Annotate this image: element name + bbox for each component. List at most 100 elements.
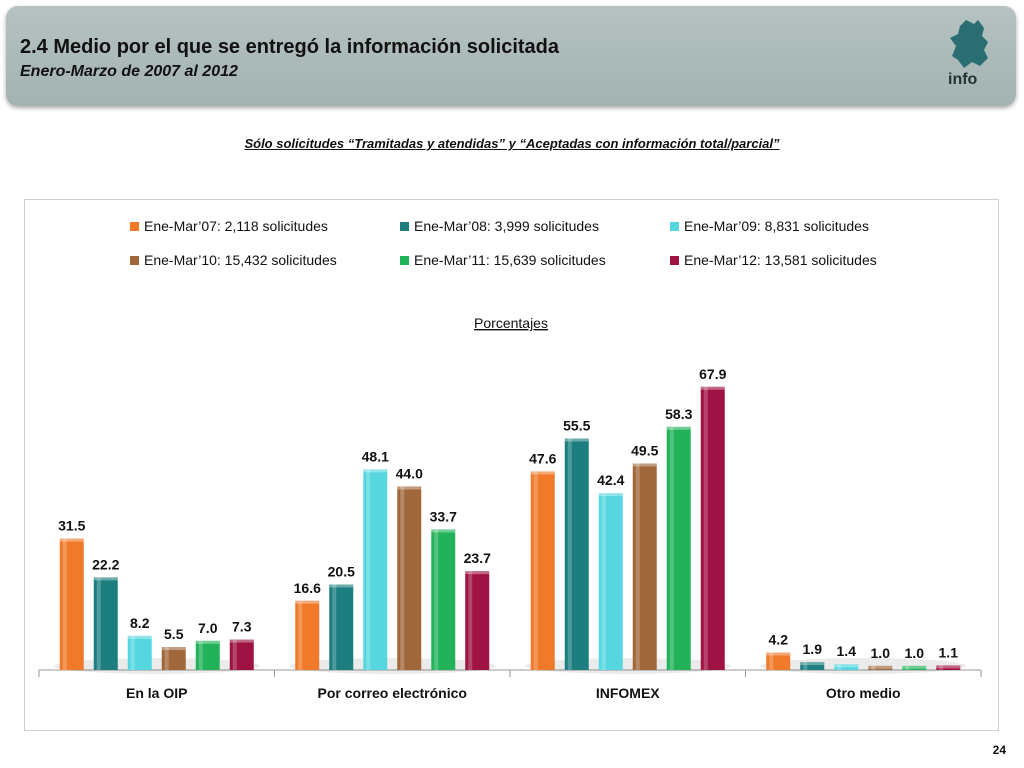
data-label: 5.5 — [164, 626, 184, 642]
data-label: 42.4 — [597, 472, 624, 488]
data-label: 4.2 — [769, 631, 789, 647]
bar-top — [868, 665, 893, 669]
bar-highlight — [939, 665, 944, 670]
bar — [93, 577, 118, 670]
bar-highlight — [567, 438, 572, 670]
legend-label: Ene-Mar’08: 3,999 solicitudes — [414, 218, 599, 234]
bar-highlight — [434, 529, 439, 670]
bar — [564, 438, 589, 670]
category-label: En la OIP — [126, 685, 187, 701]
legend-label: Ene-Mar’12: 13,581 solicitudes — [684, 252, 877, 268]
data-label: 1.9 — [803, 641, 823, 657]
bar — [161, 647, 186, 670]
bar-top — [195, 640, 220, 644]
legend-swatch — [670, 256, 679, 265]
bar-top — [530, 471, 555, 475]
bar-highlight — [533, 471, 538, 670]
data-label: 7.3 — [232, 619, 252, 635]
bar — [834, 664, 859, 670]
data-label: 48.1 — [362, 448, 389, 464]
bar-top — [800, 662, 825, 666]
data-label: 49.5 — [631, 443, 658, 459]
data-label: 1.0 — [905, 645, 925, 661]
data-label: 33.7 — [430, 508, 457, 524]
bar-top — [397, 486, 422, 490]
data-label: 16.6 — [294, 580, 321, 596]
bar — [666, 426, 691, 670]
bar-highlight — [601, 493, 606, 670]
group-shadow — [524, 658, 731, 674]
bar-highlight — [635, 463, 640, 670]
legend-swatch — [130, 222, 139, 231]
bar-top — [666, 426, 691, 430]
bar-top — [766, 652, 791, 656]
bar — [329, 584, 354, 670]
bar-top — [161, 647, 186, 651]
legend-swatch — [400, 222, 409, 231]
bar-top — [564, 438, 589, 442]
data-label: 31.5 — [58, 518, 85, 534]
bar-top — [936, 665, 961, 669]
bar — [632, 463, 657, 670]
data-label: 58.3 — [665, 406, 692, 422]
group-shadow — [760, 658, 967, 674]
data-label: 22.2 — [92, 556, 119, 572]
bar — [700, 386, 725, 670]
category-label: Otro medio — [826, 685, 901, 701]
bar-top — [700, 386, 725, 390]
bar — [800, 662, 825, 670]
bar-highlight — [905, 665, 910, 670]
filter-note: Sólo solicitudes “Tramitadas y atendidas… — [244, 136, 780, 151]
plot-area: 31.5 22.2 8.2 5.5 7.0 7.3 En la OIP 16.6 20.5 48.… — [38, 366, 982, 701]
bar-highlight — [232, 639, 237, 670]
bar-top — [431, 529, 456, 533]
legend-swatch — [670, 222, 679, 231]
bar-top — [834, 664, 859, 668]
bar-highlight — [703, 386, 708, 670]
bar-highlight — [803, 662, 808, 670]
bar-top — [229, 639, 254, 643]
data-label: 8.2 — [130, 615, 150, 631]
bar — [465, 571, 490, 670]
bar-highlight — [332, 584, 337, 670]
group-shadow — [289, 658, 496, 674]
bar-highlight — [366, 469, 371, 670]
bar-highlight — [96, 577, 101, 670]
infodf-logo: info — [938, 16, 1002, 102]
bar — [936, 665, 961, 670]
legend-label: Ene-Mar’11: 15,639 solicitudes — [414, 252, 606, 268]
bar-highlight — [164, 647, 169, 670]
bar-highlight — [198, 640, 203, 670]
bar-top — [127, 635, 152, 639]
bar-highlight — [669, 426, 674, 670]
bar-chart: Ene-Mar’07: 2,118 solicitudes Ene-Mar’08:… — [38, 218, 982, 701]
legend-swatch — [400, 256, 409, 265]
bar-highlight — [400, 486, 405, 670]
chart-title: Porcentajes — [474, 315, 548, 331]
bar-top — [465, 571, 490, 575]
bar-highlight — [130, 635, 135, 670]
bar — [295, 600, 320, 670]
data-label: 7.0 — [198, 620, 218, 636]
legend-swatch — [130, 256, 139, 265]
logo-text: info — [948, 71, 978, 88]
page-subtitle: Enero-Marzo de 2007 al 2012 — [20, 63, 238, 80]
bar-highlight — [837, 664, 842, 670]
bar-highlight — [468, 571, 473, 670]
bar — [127, 635, 152, 670]
data-label: 20.5 — [328, 563, 355, 579]
bar — [363, 469, 388, 670]
bar — [397, 486, 422, 670]
bar — [902, 665, 927, 670]
page-title: 2.4 Medio por el que se entregó la infor… — [20, 36, 560, 58]
bar — [766, 652, 791, 670]
legend-label: Ene-Mar’07: 2,118 solicitudes — [144, 218, 328, 234]
data-label: 1.1 — [939, 644, 959, 660]
page-number: 24 — [992, 743, 1006, 757]
bar-top — [59, 538, 84, 542]
bar — [598, 493, 623, 670]
bar-top — [295, 600, 320, 604]
bar-top — [93, 577, 118, 581]
bar-highlight — [769, 652, 774, 670]
bar — [868, 665, 893, 670]
